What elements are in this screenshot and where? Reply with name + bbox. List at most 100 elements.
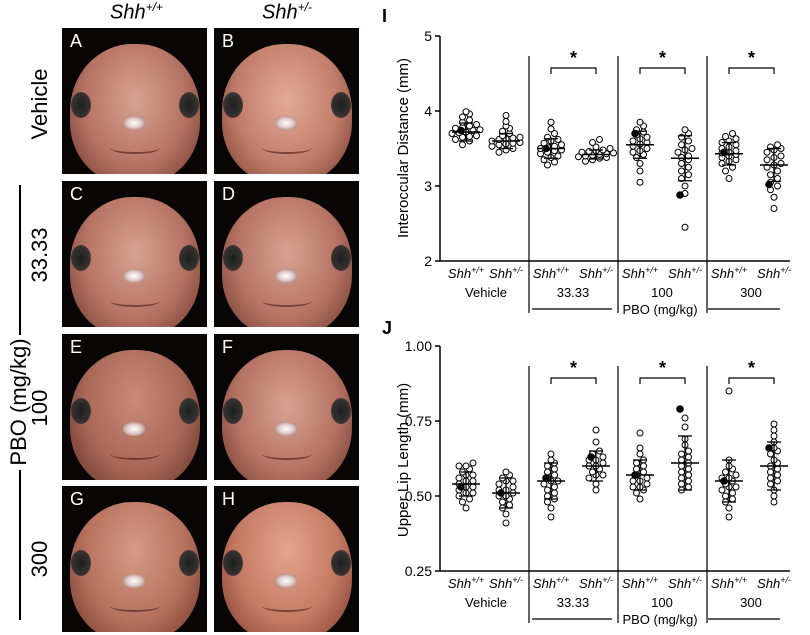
group-label: Shh+/+ xyxy=(533,575,569,591)
embryo-image xyxy=(70,502,200,632)
data-point xyxy=(544,492,551,500)
data-point xyxy=(551,489,558,497)
data-point xyxy=(678,474,685,482)
eye xyxy=(71,245,91,271)
data-point xyxy=(502,519,510,527)
eye xyxy=(331,550,351,576)
data-point xyxy=(596,154,603,162)
data-point xyxy=(681,190,689,197)
data-point xyxy=(469,477,477,485)
data-point xyxy=(681,414,689,422)
data-point-highlight xyxy=(631,471,639,479)
data-point xyxy=(629,477,637,485)
data-point xyxy=(455,129,463,137)
data-point xyxy=(585,456,593,464)
data-point xyxy=(502,477,510,485)
y-tick-label: 1.00 xyxy=(405,338,432,354)
lip xyxy=(262,295,312,307)
data-point xyxy=(643,474,651,482)
data-point xyxy=(599,459,607,467)
data-point xyxy=(589,450,596,458)
group-label-base: Shh xyxy=(448,576,471,591)
group-label-sup: +/+ xyxy=(556,575,569,585)
group-label-base: Shh xyxy=(668,576,691,591)
data-point xyxy=(732,483,740,491)
eye xyxy=(71,398,91,424)
nose xyxy=(275,574,297,588)
group-label-sup: +/+ xyxy=(645,575,658,585)
data-point xyxy=(718,160,726,167)
data-point xyxy=(678,141,685,149)
group-label-base: Shh xyxy=(579,266,602,281)
data-point xyxy=(488,137,496,145)
data-point xyxy=(459,468,466,476)
data-point xyxy=(592,471,600,479)
data-point xyxy=(681,435,689,443)
data-point-highlight xyxy=(765,444,773,452)
embryo-image xyxy=(222,502,352,632)
group-label: Shh+/+ xyxy=(622,265,658,281)
data-point xyxy=(725,148,733,156)
data-point xyxy=(502,112,510,119)
data-point xyxy=(506,124,513,132)
data-point xyxy=(640,151,647,158)
group-label-sup: +/- xyxy=(512,265,523,275)
data-point xyxy=(685,447,692,455)
data-point xyxy=(575,153,582,161)
treatment-label: 300 xyxy=(740,285,762,300)
significance-bracket xyxy=(639,67,686,74)
data-point xyxy=(502,140,510,148)
y-tick-label: 0.75 xyxy=(405,413,432,429)
data-point xyxy=(732,471,740,479)
data-point xyxy=(603,150,610,158)
data-point xyxy=(599,453,607,461)
data-point xyxy=(685,471,692,479)
data-point xyxy=(643,133,651,141)
data-point xyxy=(681,423,689,431)
data-point xyxy=(589,468,596,476)
data-point xyxy=(469,483,477,491)
lip xyxy=(110,295,160,307)
embryo-image xyxy=(70,350,200,480)
group-label: Shh+/+ xyxy=(622,575,658,591)
significance-bracket xyxy=(639,377,686,384)
nose xyxy=(123,574,145,588)
data-point xyxy=(455,480,463,488)
embryo-image xyxy=(222,197,352,327)
data-point xyxy=(636,429,644,437)
data-point xyxy=(722,498,729,506)
data-point xyxy=(678,154,685,161)
data-point xyxy=(722,133,729,140)
photo-panel-b: B xyxy=(214,28,359,174)
eye xyxy=(331,398,351,424)
data-point-highlight xyxy=(497,489,505,497)
data-point xyxy=(767,462,774,470)
data-point xyxy=(506,471,513,479)
data-point xyxy=(499,498,506,506)
group-label-base: Shh xyxy=(711,576,734,591)
data-point xyxy=(466,495,473,503)
data-point xyxy=(770,486,778,494)
data-point xyxy=(544,474,551,482)
group-label: Shh+/- xyxy=(489,265,523,281)
eye xyxy=(179,92,199,118)
panel-letter-b: B xyxy=(222,31,235,51)
group-label-base: Shh xyxy=(622,576,645,591)
nose xyxy=(123,269,145,283)
group-label-base: Shh xyxy=(668,266,691,281)
data-point xyxy=(636,178,644,186)
data-point xyxy=(502,146,510,154)
data-point xyxy=(636,444,644,452)
data-point xyxy=(636,495,644,503)
group-label-sup: +/+ xyxy=(734,575,747,585)
data-point xyxy=(585,474,593,482)
data-point xyxy=(681,146,689,154)
data-point xyxy=(551,158,558,166)
data-point xyxy=(678,133,685,141)
group-label-base: Shh xyxy=(448,266,471,281)
data-point xyxy=(722,480,729,488)
data-point xyxy=(636,147,644,155)
data-point xyxy=(547,118,555,126)
data-point xyxy=(547,504,555,512)
photo-panel-e: E xyxy=(62,334,207,480)
